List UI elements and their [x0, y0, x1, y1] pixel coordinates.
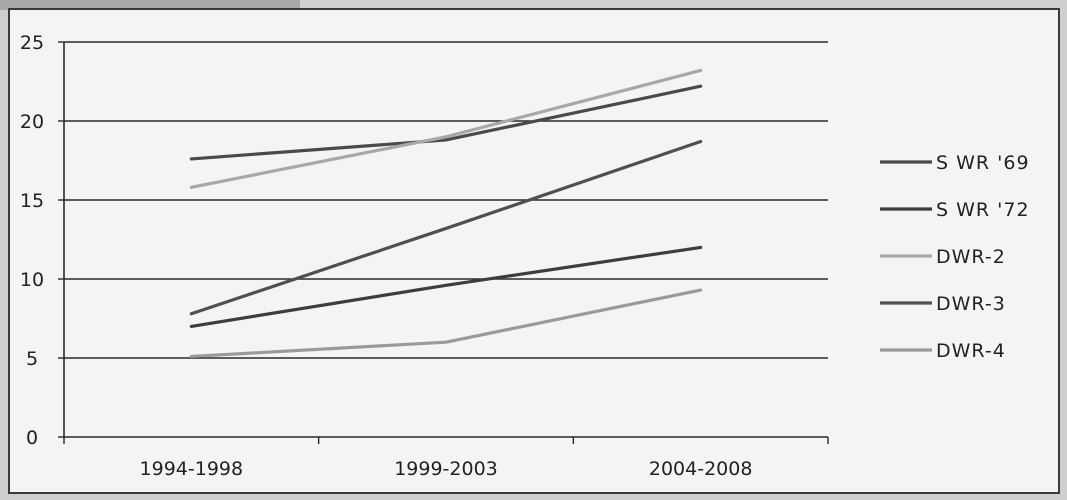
series-line [189, 288, 703, 359]
y-tick-label: 20 [20, 111, 44, 133]
y-tick-label: 25 [20, 32, 44, 54]
y-tick-label: 15 [20, 190, 44, 212]
legend-item: S WR '69 [880, 152, 1030, 174]
y-axis-ticks: 0 5 10 15 20 25 [20, 32, 64, 449]
gridlines [64, 41, 828, 359]
legend-label: S WR '69 [936, 152, 1030, 174]
series-line [189, 245, 703, 328]
x-axis-ticks: 1994-1998 1999-2003 2004-2008 [63, 437, 829, 480]
photo-edge [0, 0, 300, 10]
chart-frame [8, 8, 1060, 494]
legend-label: DWR-3 [936, 293, 1006, 315]
legend-item: DWR-2 [880, 246, 1006, 268]
series-line [189, 139, 703, 316]
legend-label: DWR-2 [936, 246, 1006, 268]
x-tick-label: 1999-2003 [394, 458, 498, 480]
y-tick-label: 0 [26, 427, 38, 449]
legend-label: S WR '72 [936, 199, 1030, 221]
y-tick-label: 5 [26, 348, 38, 370]
axes [63, 42, 828, 438]
x-tick-label: 1994-1998 [140, 458, 244, 480]
y-tick-label: 10 [20, 269, 44, 291]
legend-item: DWR-3 [880, 293, 1006, 315]
legend-label: DWR-4 [936, 340, 1006, 362]
series-line [189, 84, 703, 161]
series-lines [189, 68, 703, 359]
x-tick-label: 2004-2008 [649, 458, 753, 480]
legend: S WR '69 S WR '72 DWR-2 DWR-3 DWR-4 [880, 152, 1030, 362]
series-line [189, 68, 703, 189]
legend-item: S WR '72 [880, 199, 1030, 221]
legend-item: DWR-4 [880, 340, 1006, 362]
